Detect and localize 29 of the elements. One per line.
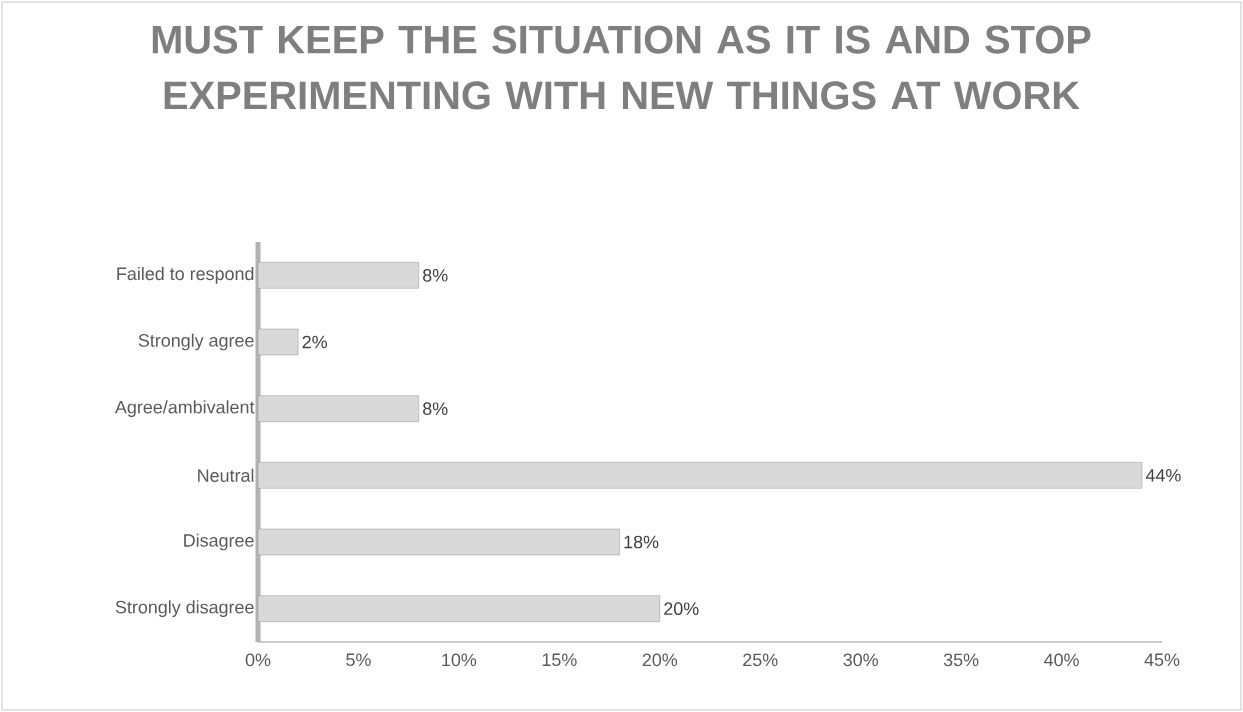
x-tick-label: 5% <box>346 653 371 667</box>
bar <box>257 262 419 289</box>
y-tick-label: Failed to respond <box>117 266 254 284</box>
x-tick-label: 15% <box>542 653 577 667</box>
bar <box>257 595 660 622</box>
x-tick-label: 35% <box>943 653 979 667</box>
bar <box>257 528 620 556</box>
y-tick-label: Neutral <box>198 468 254 482</box>
data-label: 8% <box>423 268 448 282</box>
bar <box>257 395 419 422</box>
x-tick-label: 45% <box>1144 653 1180 667</box>
data-label: 2% <box>302 335 327 349</box>
y-tick-label: Strongly disagree <box>115 600 254 618</box>
data-label: 8% <box>423 402 448 415</box>
chart-title: MUST KEEP THE SITUATION AS IT IS AND STOP EXPERIMENTING WITH NEW THINGS AT WORK <box>152 25 1091 110</box>
x-tick-label: 25% <box>743 653 778 667</box>
data-label: 44% <box>1145 469 1181 482</box>
y-tick-label: Agree/ambivalent <box>114 400 255 418</box>
y-tick-label: Strongly agree <box>138 333 254 351</box>
x-tick-label: 40% <box>1044 653 1079 667</box>
x-tick-label: 10% <box>442 653 477 667</box>
bar <box>257 328 299 356</box>
bar <box>257 462 1143 489</box>
x-tick-label: 30% <box>843 653 878 667</box>
x-tick-label: 20% <box>642 653 678 667</box>
x-tick-label: 0% <box>245 653 271 667</box>
data-label: 20% <box>664 602 699 615</box>
data-label: 18% <box>624 535 659 549</box>
y-tick-label: Disagree <box>184 533 254 551</box>
